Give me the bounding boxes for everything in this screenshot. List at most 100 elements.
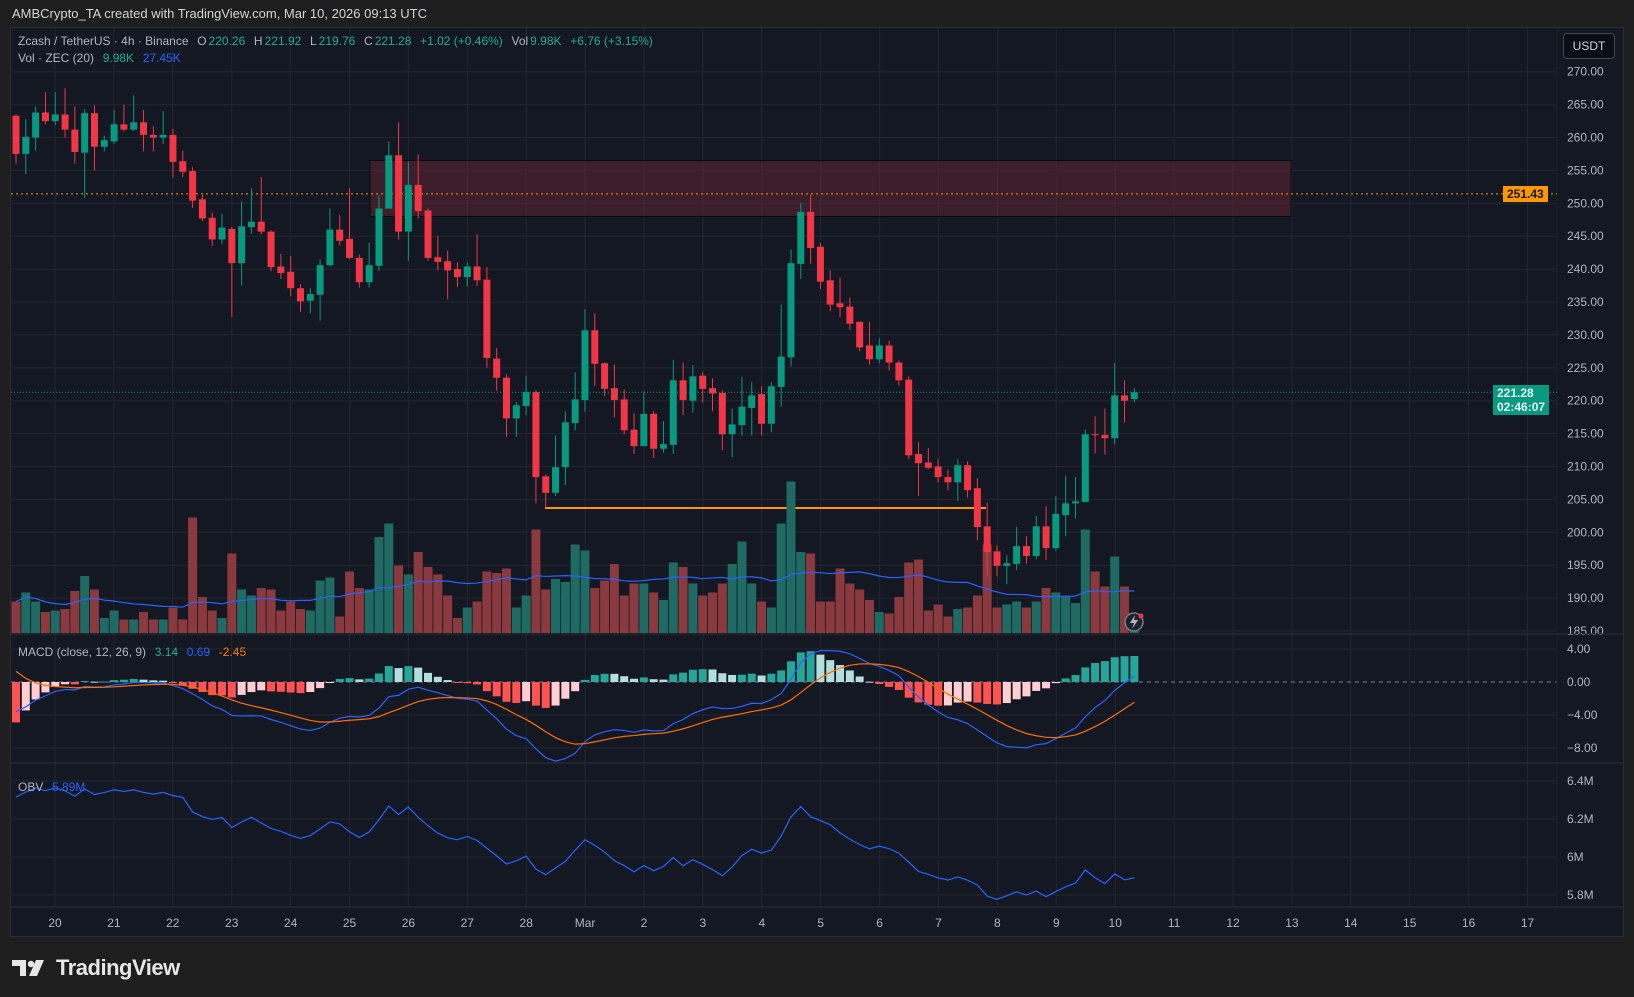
candle-body[interactable] <box>130 122 138 130</box>
candle-body[interactable] <box>1071 501 1079 504</box>
candle-body[interactable] <box>532 392 540 478</box>
candle-body[interactable] <box>581 330 589 401</box>
candle-body[interactable] <box>346 238 354 258</box>
candle-body[interactable] <box>865 345 873 360</box>
candle-body[interactable] <box>1032 526 1040 556</box>
candle-body[interactable] <box>81 113 89 153</box>
candle-body[interactable] <box>1003 563 1011 566</box>
candle-body[interactable] <box>1052 513 1060 549</box>
candle-body[interactable] <box>247 221 255 227</box>
candle-body[interactable] <box>571 399 579 424</box>
candle-body[interactable] <box>610 388 618 401</box>
candle-body[interactable] <box>493 358 501 378</box>
candle-body[interactable] <box>1121 395 1129 401</box>
candle-body[interactable] <box>473 266 481 281</box>
candle-body[interactable] <box>149 134 157 138</box>
candle-body[interactable] <box>257 221 265 232</box>
candle-body[interactable] <box>669 380 677 445</box>
candle-body[interactable] <box>944 477 952 483</box>
candle-body[interactable] <box>542 476 550 493</box>
candle-body[interactable] <box>846 306 854 324</box>
candle-body[interactable] <box>444 261 452 271</box>
candle-body[interactable] <box>1091 434 1099 436</box>
candle-body[interactable] <box>1042 526 1050 549</box>
candle-body[interactable] <box>395 155 403 232</box>
candle-body[interactable] <box>650 413 658 449</box>
candle-body[interactable] <box>61 114 69 130</box>
candle-body[interactable] <box>189 171 197 201</box>
candle-body[interactable] <box>306 294 314 301</box>
candle-body[interactable] <box>915 453 923 464</box>
volume-study-title[interactable]: Vol · ZEC (20) <box>18 51 95 65</box>
candle-body[interactable] <box>277 266 285 274</box>
candle-body[interactable] <box>1081 434 1089 503</box>
candle-body[interactable] <box>738 406 746 426</box>
candle-body[interactable] <box>659 444 667 449</box>
resistance-zone[interactable] <box>369 160 1292 217</box>
candle-body[interactable] <box>208 217 216 240</box>
candle-body[interactable] <box>355 257 363 283</box>
candle-body[interactable] <box>640 413 648 447</box>
candle-body[interactable] <box>316 265 324 295</box>
candle-body[interactable] <box>601 363 609 389</box>
candle-body[interactable] <box>198 199 206 219</box>
candle-body[interactable] <box>895 362 903 381</box>
candle-body[interactable] <box>816 246 824 282</box>
candle-body[interactable] <box>718 392 726 435</box>
candle-body[interactable] <box>1101 434 1109 439</box>
candle-body[interactable] <box>90 113 98 147</box>
candle-body[interactable] <box>404 184 412 232</box>
candle-body[interactable] <box>512 405 520 419</box>
symbol-title[interactable]: Zcash / TetherUS · 4h · Binance <box>18 34 189 48</box>
candle-body[interactable] <box>1062 503 1070 516</box>
candle-body[interactable] <box>630 429 638 447</box>
candle-body[interactable] <box>689 376 697 401</box>
macd-title[interactable]: MACD (close, 12, 26, 9) <box>18 645 147 659</box>
candle-body[interactable] <box>385 155 393 209</box>
candle-body[interactable] <box>326 229 334 266</box>
candle-body[interactable] <box>12 115 20 154</box>
candle-body[interactable] <box>71 129 79 152</box>
candle-body[interactable] <box>336 229 344 241</box>
candle-body[interactable] <box>503 377 510 419</box>
candle-body[interactable] <box>620 399 628 431</box>
candle-body[interactable] <box>552 467 560 493</box>
candle-body[interactable] <box>993 551 1001 566</box>
candle-body[interactable] <box>169 134 177 162</box>
candle-body[interactable] <box>875 345 883 360</box>
candle-body[interactable] <box>453 269 461 277</box>
candle-body[interactable] <box>1013 546 1021 564</box>
candle-body[interactable] <box>179 161 187 172</box>
candle-body[interactable] <box>728 424 736 435</box>
candle-body[interactable] <box>238 226 246 264</box>
candle-body[interactable] <box>924 462 932 468</box>
candle-body[interactable] <box>856 321 864 348</box>
candle-body[interactable] <box>218 227 226 240</box>
candle-body[interactable] <box>424 210 432 258</box>
candle-body[interactable] <box>522 392 530 406</box>
candle-body[interactable] <box>973 488 981 528</box>
candle-body[interactable] <box>365 265 373 283</box>
candle-body[interactable] <box>41 112 49 122</box>
candle-body[interactable] <box>836 303 844 308</box>
candle-body[interactable] <box>483 279 491 358</box>
candle-body[interactable] <box>709 388 717 394</box>
candle-body[interactable] <box>748 395 756 408</box>
candle-body[interactable] <box>51 114 59 122</box>
candle-body[interactable] <box>159 134 167 138</box>
candle-body[interactable] <box>120 124 128 130</box>
candle-body[interactable] <box>228 228 236 264</box>
candle-body[interactable] <box>100 140 108 147</box>
candle-body[interactable] <box>32 112 40 138</box>
obv-title[interactable]: OBV <box>18 780 44 794</box>
candle-body[interactable] <box>777 356 785 387</box>
candle-body[interactable] <box>807 211 815 249</box>
candle-body[interactable] <box>758 394 766 424</box>
candle-body[interactable] <box>885 345 893 363</box>
candle-body[interactable] <box>699 375 707 389</box>
candle-body[interactable] <box>954 465 962 483</box>
candle-body[interactable] <box>287 271 295 289</box>
candle-body[interactable] <box>1022 546 1030 556</box>
candle-body[interactable] <box>679 380 687 401</box>
candle-body[interactable] <box>140 122 148 135</box>
